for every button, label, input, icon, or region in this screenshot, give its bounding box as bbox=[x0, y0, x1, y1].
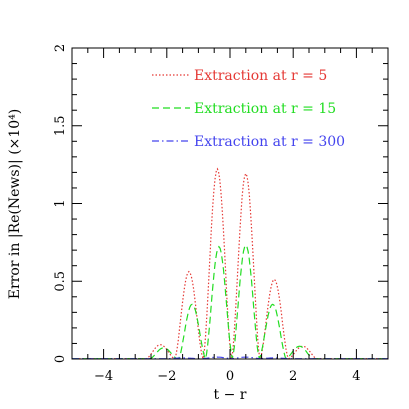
x-tick-label: −2 bbox=[157, 369, 176, 384]
y-tick-label: 2 bbox=[53, 44, 68, 52]
y-tick-label: 0.5 bbox=[53, 271, 68, 292]
x-tick-label: 2 bbox=[289, 369, 297, 384]
legend-label: Extraction at r = 5 bbox=[194, 68, 327, 84]
plot-frame bbox=[71, 47, 389, 360]
y-tick-label: 1.5 bbox=[53, 115, 68, 136]
y-axis-title: Error in |Re(News)| (×10⁴) bbox=[7, 109, 23, 300]
x-tick-label: 0 bbox=[226, 369, 234, 384]
ticks-layer: −4 −2 0 2 4 0 0.5 1 1.5 2 bbox=[53, 44, 389, 384]
x-tick-label: 4 bbox=[352, 369, 360, 384]
series-line bbox=[72, 167, 388, 361]
legend: Extraction at r = 5 Extraction at r = 15 E… bbox=[152, 68, 345, 150]
curves-layer bbox=[72, 167, 388, 361]
y-tick-label: 1 bbox=[53, 199, 68, 207]
legend-label: Extraction at r = 15 bbox=[194, 101, 336, 117]
legend-label: Extraction at r = 300 bbox=[194, 134, 345, 150]
y-tick-label: 0 bbox=[53, 355, 68, 363]
x-tick-label: −4 bbox=[94, 369, 113, 384]
series-line bbox=[72, 244, 388, 360]
x-axis-title: t − r bbox=[214, 387, 247, 403]
